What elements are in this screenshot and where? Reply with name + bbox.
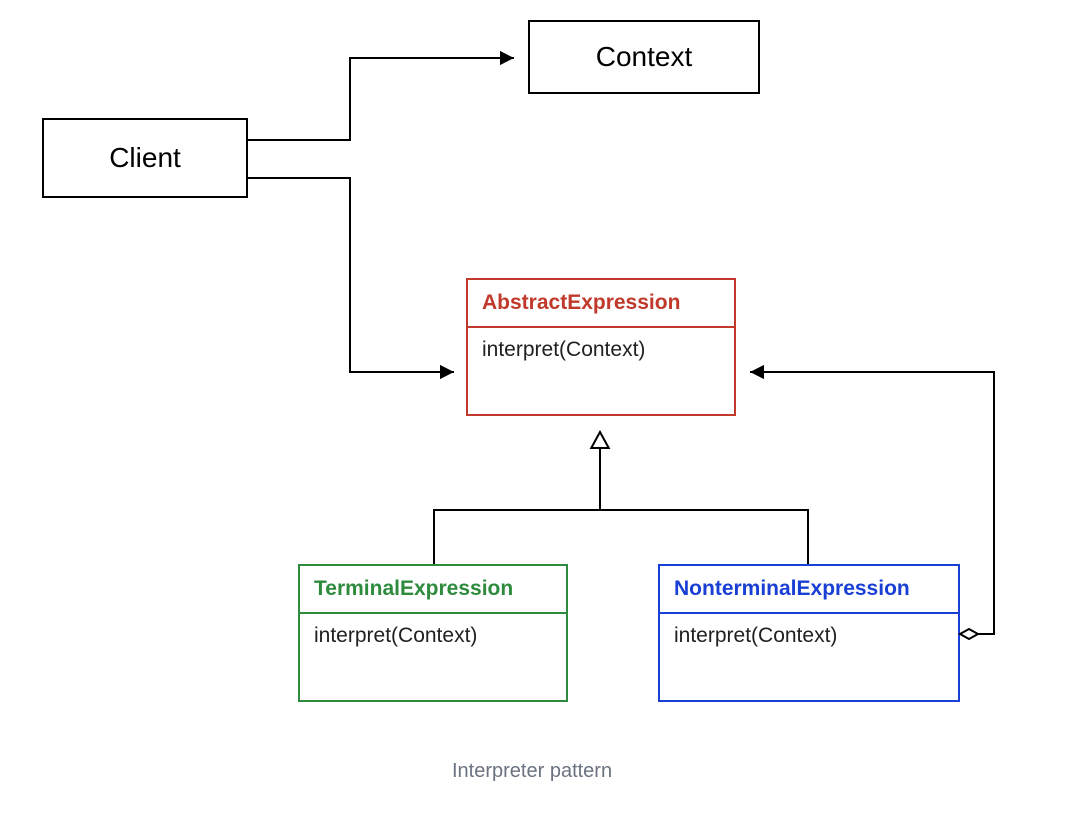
node-terminal-expression-method: interpret(Context) xyxy=(300,614,566,700)
node-abstract-expression-title: AbstractExpression xyxy=(468,280,734,328)
node-terminal-expression-title: TerminalExpression xyxy=(300,566,566,614)
node-context: Context xyxy=(528,20,760,94)
node-client-label: Client xyxy=(109,142,181,174)
node-client: Client xyxy=(42,118,248,198)
node-abstract-expression-method: interpret(Context) xyxy=(468,328,734,414)
node-nonterminal-expression-method: interpret(Context) xyxy=(660,614,958,700)
node-nonterminal-expression-title: NonterminalExpression xyxy=(660,566,958,614)
node-terminal-expression: TerminalExpression interpret(Context) xyxy=(298,564,568,702)
diagram-canvas: Client Context AbstractExpression interp… xyxy=(0,0,1080,818)
diagram-caption: Interpreter pattern xyxy=(452,760,612,783)
node-nonterminal-expression: NonterminalExpression interpret(Context) xyxy=(658,564,960,702)
node-abstract-expression: AbstractExpression interpret(Context) xyxy=(466,278,736,416)
node-context-label: Context xyxy=(596,41,693,73)
